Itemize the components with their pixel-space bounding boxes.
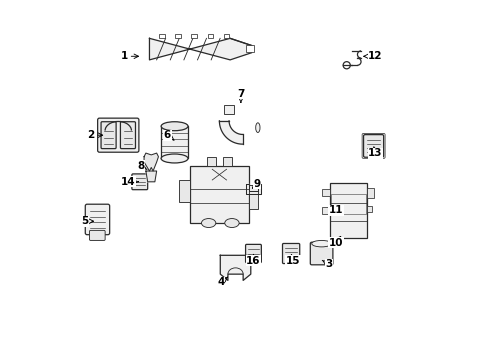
FancyBboxPatch shape (120, 122, 135, 149)
FancyBboxPatch shape (245, 244, 261, 263)
Ellipse shape (311, 240, 331, 247)
Bar (366, 206, 371, 212)
Polygon shape (144, 153, 158, 171)
Text: 4: 4 (217, 277, 227, 287)
Text: 3: 3 (322, 259, 332, 269)
Bar (248, 185, 258, 209)
Text: 6: 6 (163, 130, 174, 140)
Bar (223, 157, 231, 166)
Text: 14: 14 (121, 177, 138, 187)
Text: 8: 8 (137, 161, 147, 171)
FancyBboxPatch shape (363, 135, 383, 157)
Bar (179, 180, 189, 202)
Bar (189, 166, 248, 223)
Bar (246, 45, 254, 51)
Polygon shape (219, 121, 242, 144)
FancyBboxPatch shape (101, 122, 116, 149)
Polygon shape (145, 171, 156, 182)
Polygon shape (161, 126, 187, 158)
Bar (159, 34, 164, 39)
Polygon shape (99, 120, 137, 150)
Ellipse shape (161, 154, 187, 163)
FancyBboxPatch shape (132, 174, 147, 190)
Text: 5: 5 (81, 216, 93, 226)
Bar (329, 183, 366, 238)
Text: 15: 15 (285, 255, 300, 266)
Bar (224, 105, 233, 114)
Text: 13: 13 (367, 147, 382, 158)
Text: 1: 1 (121, 51, 138, 61)
Bar (321, 207, 329, 214)
Text: 16: 16 (246, 255, 260, 266)
Ellipse shape (224, 219, 239, 228)
Bar (331, 194, 365, 214)
FancyBboxPatch shape (282, 243, 299, 264)
Text: 10: 10 (328, 237, 343, 248)
Bar (366, 188, 373, 198)
Bar (207, 34, 213, 39)
Text: 11: 11 (328, 206, 343, 216)
FancyBboxPatch shape (89, 230, 105, 240)
Polygon shape (220, 255, 250, 280)
Bar (191, 34, 197, 39)
Bar (223, 34, 229, 39)
Text: 9: 9 (252, 179, 260, 189)
Ellipse shape (201, 219, 215, 228)
Text: 7: 7 (237, 89, 244, 102)
Ellipse shape (255, 123, 260, 132)
Text: 2: 2 (87, 130, 102, 140)
Bar (206, 157, 215, 166)
Bar (175, 34, 181, 39)
Polygon shape (149, 39, 251, 60)
Bar (321, 189, 329, 196)
Ellipse shape (161, 122, 187, 131)
FancyBboxPatch shape (310, 242, 332, 265)
FancyBboxPatch shape (98, 118, 139, 152)
Text: 12: 12 (363, 51, 382, 61)
Polygon shape (245, 184, 261, 194)
FancyBboxPatch shape (85, 204, 109, 235)
